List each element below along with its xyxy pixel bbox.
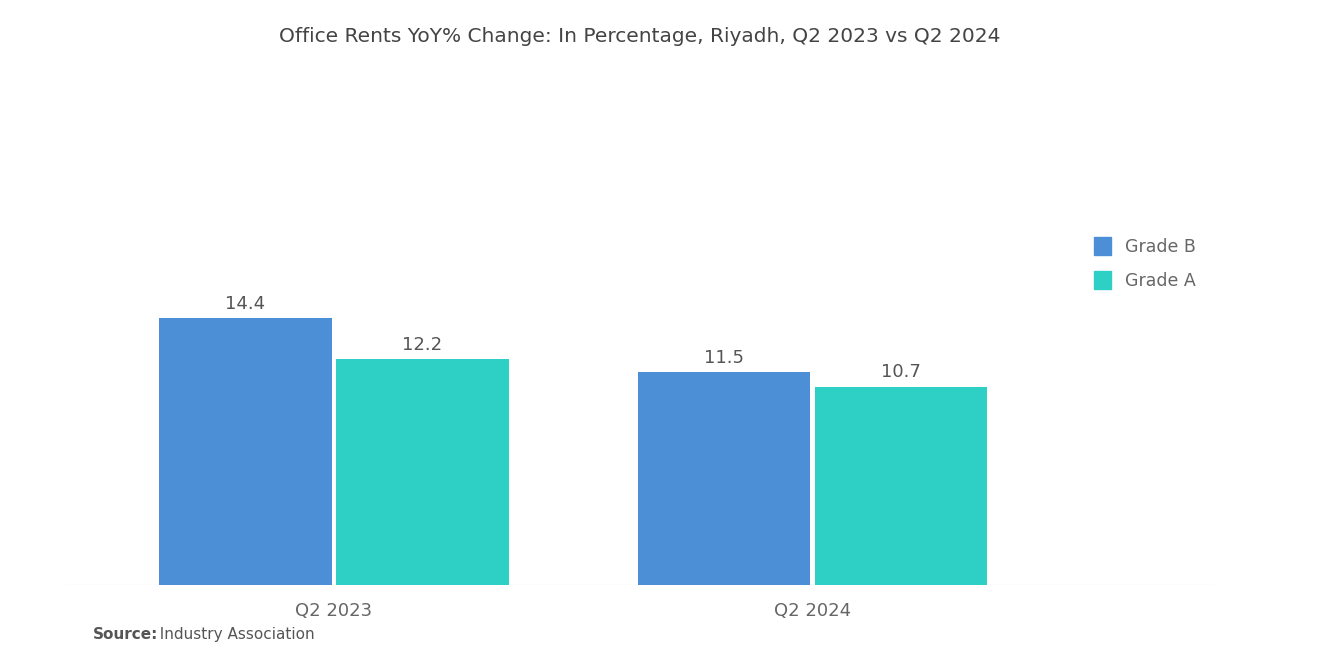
Title: Office Rents YoY% Change: In Percentage, Riyadh, Q2 2023 vs Q2 2024: Office Rents YoY% Change: In Percentage,… [280, 27, 1001, 45]
Bar [160, 319, 331, 585]
Text: 10.7: 10.7 [880, 364, 921, 382]
Text: Source:: Source: [92, 626, 158, 642]
Bar [814, 387, 987, 585]
Bar [337, 359, 508, 585]
Text: 11.5: 11.5 [704, 348, 744, 366]
Bar [638, 372, 810, 585]
Text: Industry Association: Industry Association [149, 626, 314, 642]
Text: 12.2: 12.2 [403, 336, 442, 354]
Legend: Grade B, Grade A: Grade B, Grade A [1085, 228, 1205, 299]
Text: 14.4: 14.4 [226, 295, 265, 313]
